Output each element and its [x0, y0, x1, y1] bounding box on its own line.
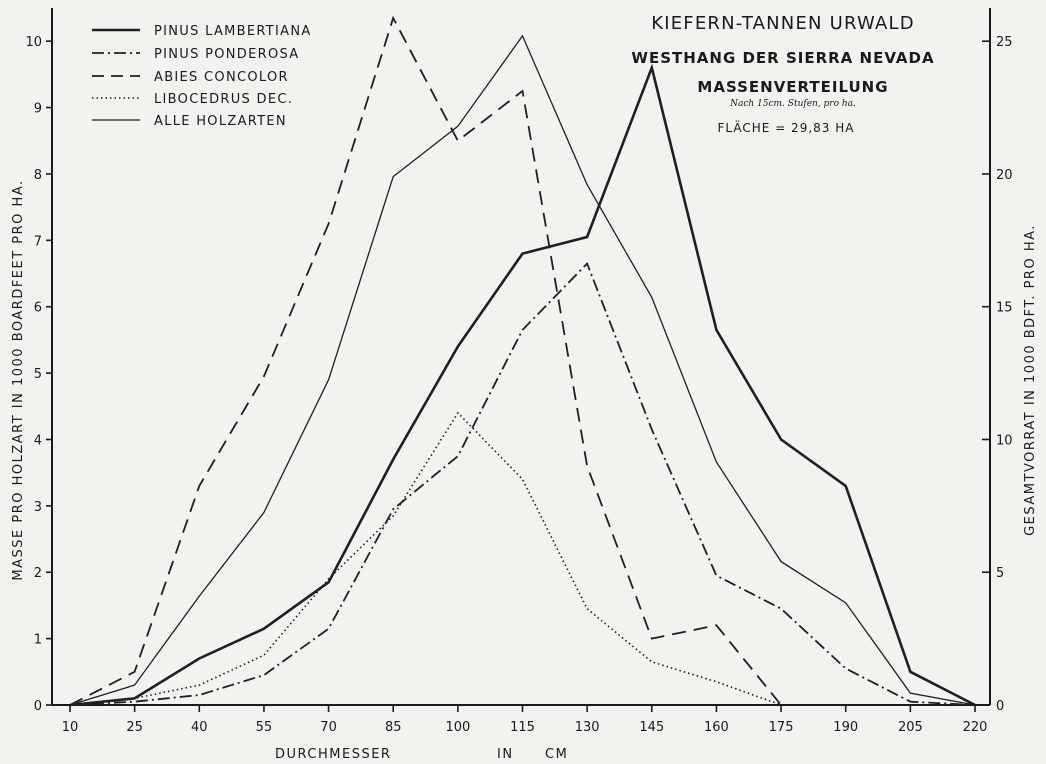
x-tick-label: 55 [256, 720, 273, 735]
x-tick-label: 40 [191, 720, 208, 735]
chart-subtitle-2: MASSENVERTEILUNG [697, 78, 888, 96]
x-axis-title-part-3: CM [545, 747, 568, 762]
y-tick-label: 3 [34, 500, 42, 515]
series-line-libocedrus-dec [69, 411, 782, 706]
y-tick-label: 2 [34, 566, 42, 581]
y2-tick-label: 25 [996, 35, 1013, 50]
left-y-axis-ticks: 0 1 2 3 4 5 6 7 8 9 10 [25, 35, 52, 714]
y-tick-label: 6 [34, 301, 42, 316]
y-tick-label: 9 [34, 102, 42, 117]
legend-label-pinus-lambertiana: PINUS LAMBERTIANA [154, 24, 312, 39]
series-line-pinus-lambertiana [69, 63, 976, 707]
y2-axis-title: GESAMTVORRAT IN 1000 BDFT. PRO HA. [1023, 224, 1038, 536]
x-tick-label: 160 [704, 720, 729, 735]
legend: PINUS LAMBERTIANA PINUS PONDEROSA ABIES … [92, 24, 312, 129]
x-axis-title-part-2: IN [497, 747, 514, 762]
y-tick-label: 1 [34, 633, 42, 648]
y2-tick-label: 0 [996, 699, 1004, 714]
x-tick-label: 205 [898, 720, 923, 735]
series-line-alle-holzarten [69, 34, 976, 706]
series-line-abies-concolor [69, 15, 782, 706]
chart-title: KIEFERN-TANNEN URWALD [651, 13, 915, 34]
x-tick-label: 10 [62, 720, 79, 735]
legend-label-abies-concolor: ABIES CONCOLOR [154, 70, 289, 85]
y2-tick-label: 5 [996, 566, 1004, 581]
y-tick-label: 10 [25, 35, 42, 50]
chart-note: Nach 15cm. Stufen, pro ha. [729, 99, 856, 109]
x-tick-label: 85 [385, 720, 402, 735]
chart-area-label: FLÄCHE = 29,83 HA [718, 120, 855, 135]
y-tick-label: 5 [34, 367, 42, 382]
legend-label-libocedrus: LIBOCEDRUS DEC. [154, 92, 293, 107]
legend-label-pinus-ponderosa: PINUS PONDEROSA [154, 47, 299, 62]
x-tick-label: 190 [833, 720, 858, 735]
y2-tick-label: 10 [996, 433, 1013, 448]
y-tick-label: 0 [34, 699, 42, 714]
legend-label-alle-holzarten: ALLE HOLZARTEN [154, 114, 287, 129]
y-tick-label: 4 [34, 433, 42, 448]
y-axis-title: MASSE PRO HOLZART IN 1000 BOARDFEET PRO … [11, 179, 26, 580]
y-tick-label: 7 [34, 234, 42, 249]
x-tick-label: 220 [963, 720, 988, 735]
x-axis-ticks: 10 25 40 55 70 85 100 115 130 145 160 175 190 205 220 [62, 705, 988, 735]
x-tick-label: 25 [126, 720, 143, 735]
x-axis-title-part-1: DURCHMESSER [275, 747, 391, 762]
y-tick-label: 8 [34, 168, 42, 183]
x-tick-label: 175 [769, 720, 794, 735]
series-lines [69, 15, 976, 707]
x-tick-label: 130 [575, 720, 600, 735]
chart-subtitle: WESTHANG DER SIERRA NEVADA [631, 49, 934, 67]
right-y-axis-ticks: 0 5 10 15 20 25 [982, 35, 1013, 714]
x-tick-label: 145 [639, 720, 664, 735]
y2-tick-label: 20 [996, 168, 1013, 183]
x-tick-label: 100 [445, 720, 470, 735]
y2-tick-label: 15 [996, 301, 1013, 316]
x-tick-label: 70 [320, 720, 337, 735]
series-line-pinus-ponderosa [69, 261, 976, 706]
x-tick-label: 115 [510, 720, 535, 735]
